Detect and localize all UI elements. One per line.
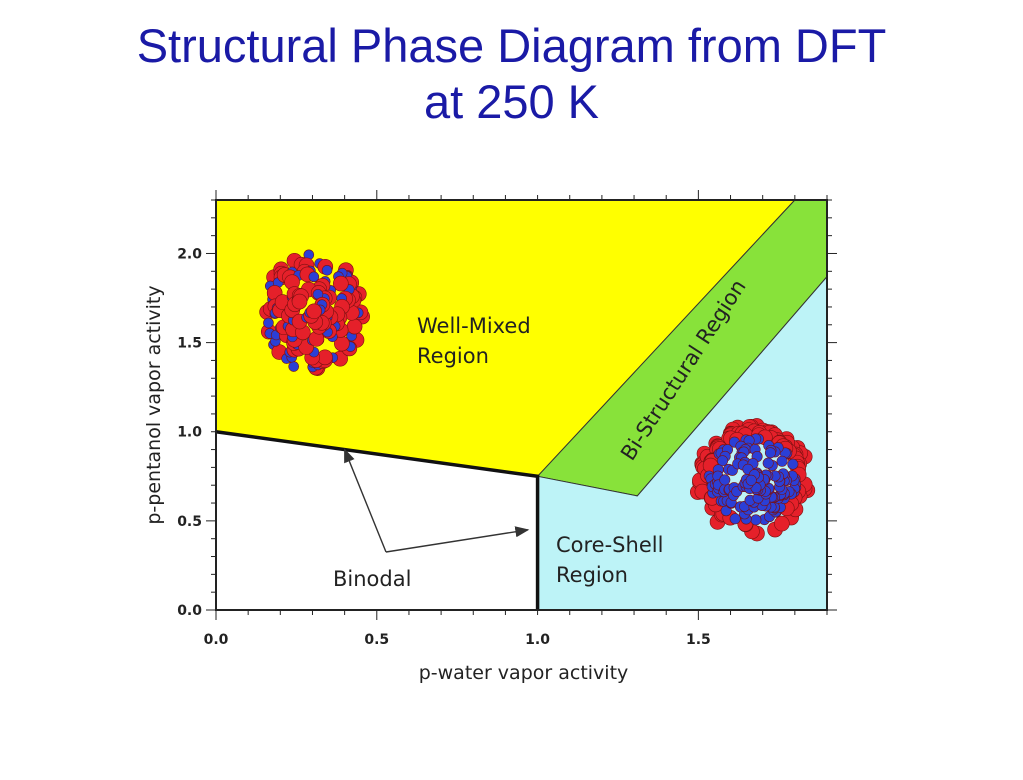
cluster-particle — [288, 361, 300, 372]
slide-title: Structural Phase Diagram from DFT at 250… — [0, 18, 1023, 130]
cluster-particle — [729, 513, 741, 525]
cluster-particle — [333, 275, 349, 292]
binodal-label: Binodal — [333, 567, 411, 591]
cluster-particle — [263, 317, 274, 329]
cluster-particle — [306, 303, 322, 320]
binodal-line — [215, 430, 540, 610]
x-tick-label: 0.5 — [364, 632, 389, 648]
y-tick-label: 2.0 — [177, 246, 202, 262]
cluster-particle — [776, 455, 788, 467]
slide-title-line-1: Structural Phase Diagram from DFT — [136, 19, 887, 72]
cluster-particle — [717, 455, 729, 467]
cluster-particle — [764, 447, 776, 459]
cluster-particle — [308, 271, 320, 283]
cluster-particle — [719, 474, 731, 486]
well-mixed-label: Well-Mixed Region — [417, 314, 531, 368]
cluster-particle — [774, 515, 790, 532]
cluster-particle — [745, 474, 757, 486]
y-tick-label: 0.5 — [177, 514, 202, 530]
cluster-particle — [321, 265, 333, 276]
x-axis-label: p-water vapor activity — [419, 662, 629, 684]
core-shell-label: Core-Shell Region — [556, 533, 663, 587]
binodal-arrow-1 — [343, 448, 387, 553]
y-tick-label: 0.0 — [177, 603, 202, 619]
cluster-particle — [762, 457, 774, 469]
y-tick-label: 1.5 — [177, 336, 202, 352]
y-axis-label: p-pentanol vapor activity — [143, 285, 165, 524]
cluster-particle — [750, 514, 762, 526]
x-tick-label: 0.0 — [204, 632, 229, 648]
cluster-particle — [346, 318, 363, 335]
slide-title-line-2: at 250 K — [423, 75, 600, 128]
y-tick-label: 1.0 — [177, 425, 202, 441]
cluster-particle — [787, 458, 799, 470]
cluster-particle — [291, 293, 308, 310]
x-tick-label: 1.5 — [686, 632, 711, 648]
plot-frame — [215, 199, 828, 611]
x-tick-label: 1.0 — [525, 632, 550, 648]
core-shell-cluster — [689, 418, 816, 542]
well-mixed-cluster — [259, 249, 370, 376]
binodal-arrow-2 — [385, 526, 530, 553]
